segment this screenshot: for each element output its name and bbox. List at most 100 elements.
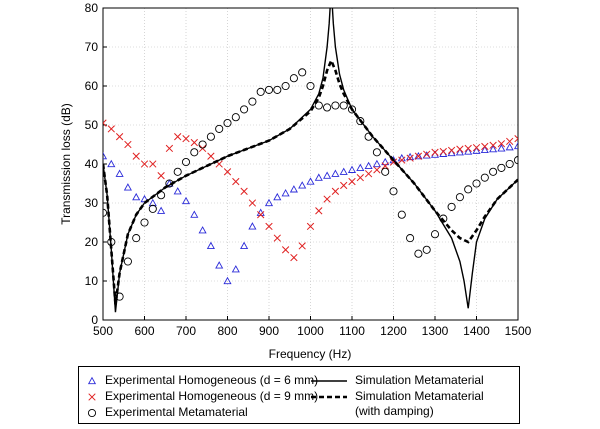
marker-cross	[174, 133, 182, 141]
marker-circle	[140, 218, 149, 227]
marker-triangle	[198, 226, 207, 234]
marker-cross	[331, 187, 340, 195]
marker-circle	[103, 208, 108, 217]
marker-triangle	[298, 181, 307, 189]
marker-cross	[323, 195, 331, 203]
marker-cross	[248, 199, 257, 207]
marker-triangle	[464, 147, 473, 155]
marker-triangle	[314, 173, 323, 181]
marker-circle	[356, 117, 365, 126]
marker-triangle	[364, 161, 373, 170]
marker-cross	[348, 177, 356, 186]
marker-triangle	[480, 145, 489, 154]
marker-cross	[414, 152, 423, 160]
marker-circle	[190, 148, 199, 157]
marker-cross	[381, 162, 389, 170]
marker-triangle	[157, 206, 166, 214]
legend-swatch	[311, 395, 347, 399]
marker-triangle	[223, 276, 232, 285]
marker-circle	[422, 245, 431, 254]
marker-triangle	[347, 165, 357, 173]
marker-cross	[140, 160, 149, 168]
legend-swatch	[87, 376, 97, 385]
x-tick-label: 1400	[463, 324, 490, 338]
marker-triangle	[455, 148, 464, 156]
marker-circle	[513, 156, 518, 165]
marker-cross	[497, 140, 506, 148]
y-axis-label: Transmission loss (dB)	[59, 103, 73, 225]
marker-triangle	[132, 192, 141, 201]
marker-circle	[397, 210, 406, 219]
legend-item: Experimental Homogeneous (d = 6 mm)	[87, 373, 318, 388]
marker-cross	[447, 146, 456, 155]
y-tick-label: 80	[85, 1, 99, 15]
marker-circle	[248, 97, 257, 106]
marker-cross	[207, 152, 215, 160]
marker-triangle	[339, 167, 348, 175]
marker-triangle	[372, 159, 381, 168]
marker-triangle	[513, 141, 518, 150]
marker-triangle	[115, 169, 124, 177]
marker-circle	[455, 193, 464, 202]
marker-cross	[88, 393, 96, 401]
marker-cross	[165, 144, 174, 153]
y-tick-label: 60	[85, 79, 99, 93]
marker-circle	[406, 234, 415, 243]
marker-triangle	[181, 196, 191, 205]
marker-cross	[481, 142, 489, 151]
marker-triangle	[323, 171, 332, 179]
marker-circle	[298, 68, 307, 77]
marker-triangle	[173, 187, 182, 195]
marker-triangle	[123, 183, 132, 191]
marker-circle	[372, 148, 381, 157]
plot-area	[103, 8, 518, 313]
marker-triangle	[281, 189, 290, 197]
legend-item: Experimental Metamaterial	[87, 405, 248, 420]
legend-label: Experimental Homogeneous (d = 9 mm)	[105, 389, 319, 403]
marker-triangle	[190, 210, 199, 218]
marker-cross	[273, 234, 281, 242]
marker-cross	[132, 152, 140, 160]
marker-circle	[306, 81, 315, 91]
marker-cross	[115, 133, 124, 141]
marker-cross	[281, 246, 290, 254]
marker-triangle	[87, 376, 97, 385]
marker-triangle	[331, 169, 340, 177]
marker-cross	[373, 166, 381, 174]
marker-triangle	[240, 241, 249, 249]
legend-swatch	[311, 380, 347, 382]
marker-triangle	[289, 185, 298, 193]
marker-circle	[123, 257, 132, 266]
marker-cross	[157, 172, 165, 180]
marker-cross	[489, 141, 497, 149]
marker-circle	[505, 159, 514, 169]
marker-circle	[206, 132, 215, 141]
legend-item: Simulation Metamaterial (with damping)	[311, 389, 505, 419]
marker-cross	[257, 211, 265, 219]
marker-circle	[231, 113, 240, 122]
marker-triangle	[356, 163, 365, 171]
marker-triangle	[206, 241, 215, 249]
marker-cross	[398, 156, 406, 164]
y-tick-label: 10	[85, 274, 99, 288]
marker-circle	[87, 408, 97, 418]
marker-triangle	[447, 148, 456, 157]
legend-item: Experimental Homogeneous (d = 9 mm)	[87, 389, 318, 404]
marker-circle	[447, 202, 456, 211]
marker-circle	[497, 163, 506, 172]
y-tick-label: 40	[85, 157, 99, 171]
x-tick-label: 900	[259, 324, 279, 338]
legend: Experimental Homogeneous (d = 6 mm) Exper…	[78, 366, 520, 424]
marker-circle	[389, 187, 398, 196]
marker-circle	[472, 179, 481, 188]
x-tick-label: 600	[134, 324, 154, 338]
marker-circle	[381, 167, 390, 176]
marker-cross	[423, 150, 431, 158]
marker-circle	[414, 249, 423, 258]
marker-cross	[506, 137, 514, 146]
series-line	[103, 57, 518, 305]
marker-cross	[472, 143, 481, 152]
marker-triangle	[264, 198, 274, 207]
chart: Frequency (Hz) Transmission loss (dB) 50…	[59, 1, 532, 361]
x-tick-label: 700	[176, 324, 196, 338]
